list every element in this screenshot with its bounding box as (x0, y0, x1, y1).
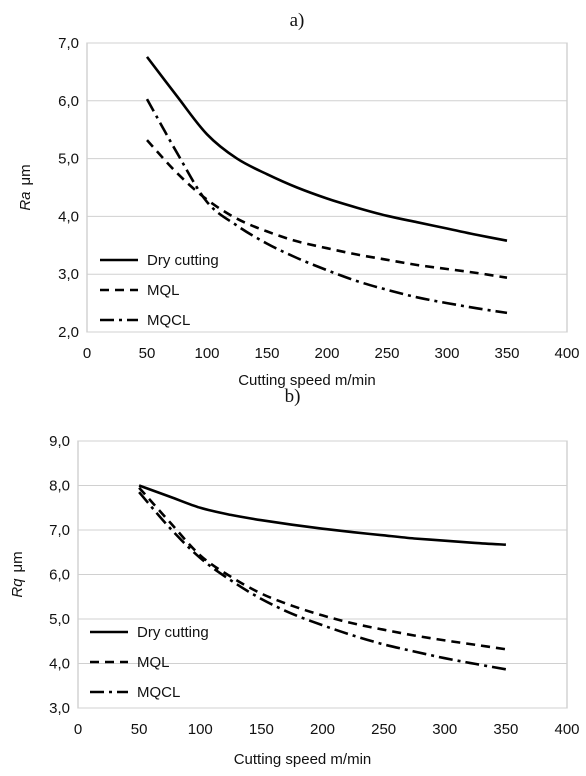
x-tick-label: 250 (371, 721, 396, 738)
chart-svg: b) 3,0 4,0 5,0 6,0 7,0 8,0 9,0 0 50 100 150 200 250 30… (9, 388, 580, 768)
x-tick-label: 250 (374, 345, 399, 362)
panel-label: a) (290, 10, 305, 31)
x-tick-label: 0 (74, 721, 82, 738)
y-tick-label: 6,0 (58, 93, 79, 110)
y-tick-label: 4,0 (58, 208, 79, 225)
y-axis-unit: μm (9, 551, 26, 572)
x-tick-label: 300 (434, 345, 459, 362)
y-tick-label: 4,0 (49, 656, 70, 673)
y-tick-label: 3,0 (58, 266, 79, 283)
x-tick-label: 200 (310, 721, 335, 738)
y-tick-label: 9,0 (49, 433, 70, 450)
series-line-mql (146, 139, 508, 279)
legend-label: Dry cutting (137, 624, 209, 641)
y-tick-label: 2,0 (58, 324, 79, 341)
legend-label: MQCL (137, 684, 180, 701)
y-tick-label: 6,0 (49, 567, 70, 584)
x-tick-label: 50 (139, 345, 156, 362)
x-tick-label: 200 (314, 345, 339, 362)
series-line-mql (138, 486, 507, 651)
x-tick-label: 0 (83, 345, 91, 362)
y-tick-label: 7,0 (58, 35, 79, 52)
x-tick-label: 350 (494, 345, 519, 362)
x-tick-label: 100 (194, 345, 219, 362)
x-tick-label: 150 (249, 721, 274, 738)
legend-label: MQCL (147, 312, 190, 329)
y-axis-unit: μm (17, 164, 34, 185)
x-tick-label: 300 (432, 721, 457, 738)
series-line-dry-cutting (138, 484, 506, 546)
y-tick-label: 5,0 (58, 151, 79, 168)
y-tick-label: 3,0 (49, 700, 70, 717)
y-axis-label: Rq μm (9, 551, 26, 597)
x-tick-label: 50 (131, 721, 148, 738)
y-axis-symbol: Rq (9, 578, 26, 598)
y-axis-symbol: Ra (17, 191, 34, 210)
legend-label: Dry cutting (147, 252, 219, 269)
x-tick-label: 400 (554, 345, 579, 362)
panel-label: b) (285, 388, 301, 407)
legend-label: MQL (147, 282, 180, 299)
series-line-mqcl (145, 98, 508, 315)
chart-svg: a) 2,0 3,0 4,0 5,0 6,0 7,0 0 50 100 150 200 250 300 35… (17, 10, 580, 388)
y-tick-label: 5,0 (49, 611, 70, 628)
y-tick-label: 7,0 (49, 522, 70, 539)
x-tick-label: 150 (254, 345, 279, 362)
x-tick-label: 100 (188, 721, 213, 738)
chart-panel-a: a) 2,0 3,0 4,0 5,0 6,0 7,0 0 50 100 150 200 250 300 35… (17, 10, 580, 388)
chart-panel-b: b) 3,0 4,0 5,0 6,0 7,0 8,0 9,0 0 50 100 150 200 250 30… (0, 388, 586, 776)
series-line-mqcl (138, 491, 507, 671)
series-line-dry-cutting (145, 56, 508, 242)
y-tick-label: 8,0 (49, 478, 70, 495)
legend-label: MQL (137, 654, 170, 671)
y-axis-label: Ra μm (17, 164, 34, 210)
x-tick-label: 400 (554, 721, 579, 738)
x-axis-label: Cutting speed m/min (238, 372, 376, 388)
x-axis-label: Cutting speed m/min (234, 751, 372, 768)
x-tick-label: 350 (493, 721, 518, 738)
